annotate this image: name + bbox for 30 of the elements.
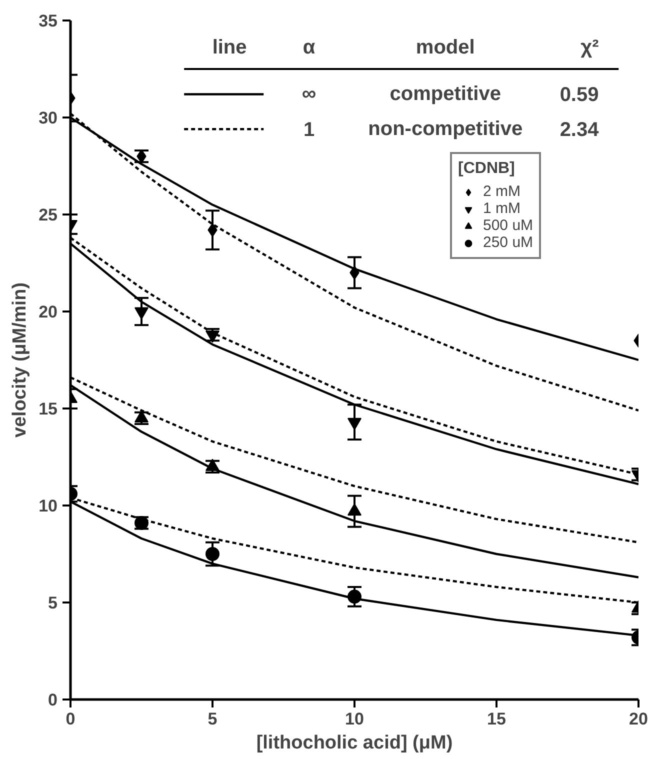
- y-tick-label: 10: [38, 496, 58, 516]
- y-tick-label: 25: [38, 206, 58, 224]
- y-tick-label: 35: [38, 12, 58, 30]
- legend-label: 250 uM: [483, 234, 534, 251]
- annotation: competitive: [390, 83, 501, 106]
- annotation: 2.34: [560, 119, 600, 142]
- y-tick-label: 5: [48, 594, 58, 612]
- annotation: ∞: [302, 83, 316, 106]
- x-tick-label: 0: [66, 710, 76, 728]
- annotation: model: [416, 36, 475, 59]
- annotation: 1: [304, 119, 315, 142]
- legend-label: 1 mM: [483, 200, 520, 217]
- x-tick-label: 5: [208, 710, 218, 728]
- annotation: α: [302, 36, 316, 59]
- legend-label: 2 mM: [483, 183, 520, 200]
- x-axis-title: [lithocholic acid] (μM): [256, 732, 453, 754]
- y-tick-label: 30: [38, 108, 58, 128]
- y-tick-label: 0: [48, 690, 58, 710]
- x-tick-label: 15: [487, 710, 506, 728]
- y-tick-label: 15: [38, 400, 58, 418]
- x-tick-label: 20: [629, 710, 648, 728]
- y-axis-title: velocity (μM/min): [10, 282, 31, 438]
- y-tick-label: 20: [38, 302, 58, 322]
- legend-title: [CDNB]: [458, 160, 516, 178]
- annotation: 0.59: [560, 84, 599, 106]
- annotation: line: [212, 36, 247, 59]
- annotation: non-competitive: [368, 118, 523, 140]
- legend-label: 500 uM: [483, 217, 534, 234]
- x-tick-label: 10: [345, 710, 364, 728]
- annotation: χ²: [580, 36, 600, 59]
